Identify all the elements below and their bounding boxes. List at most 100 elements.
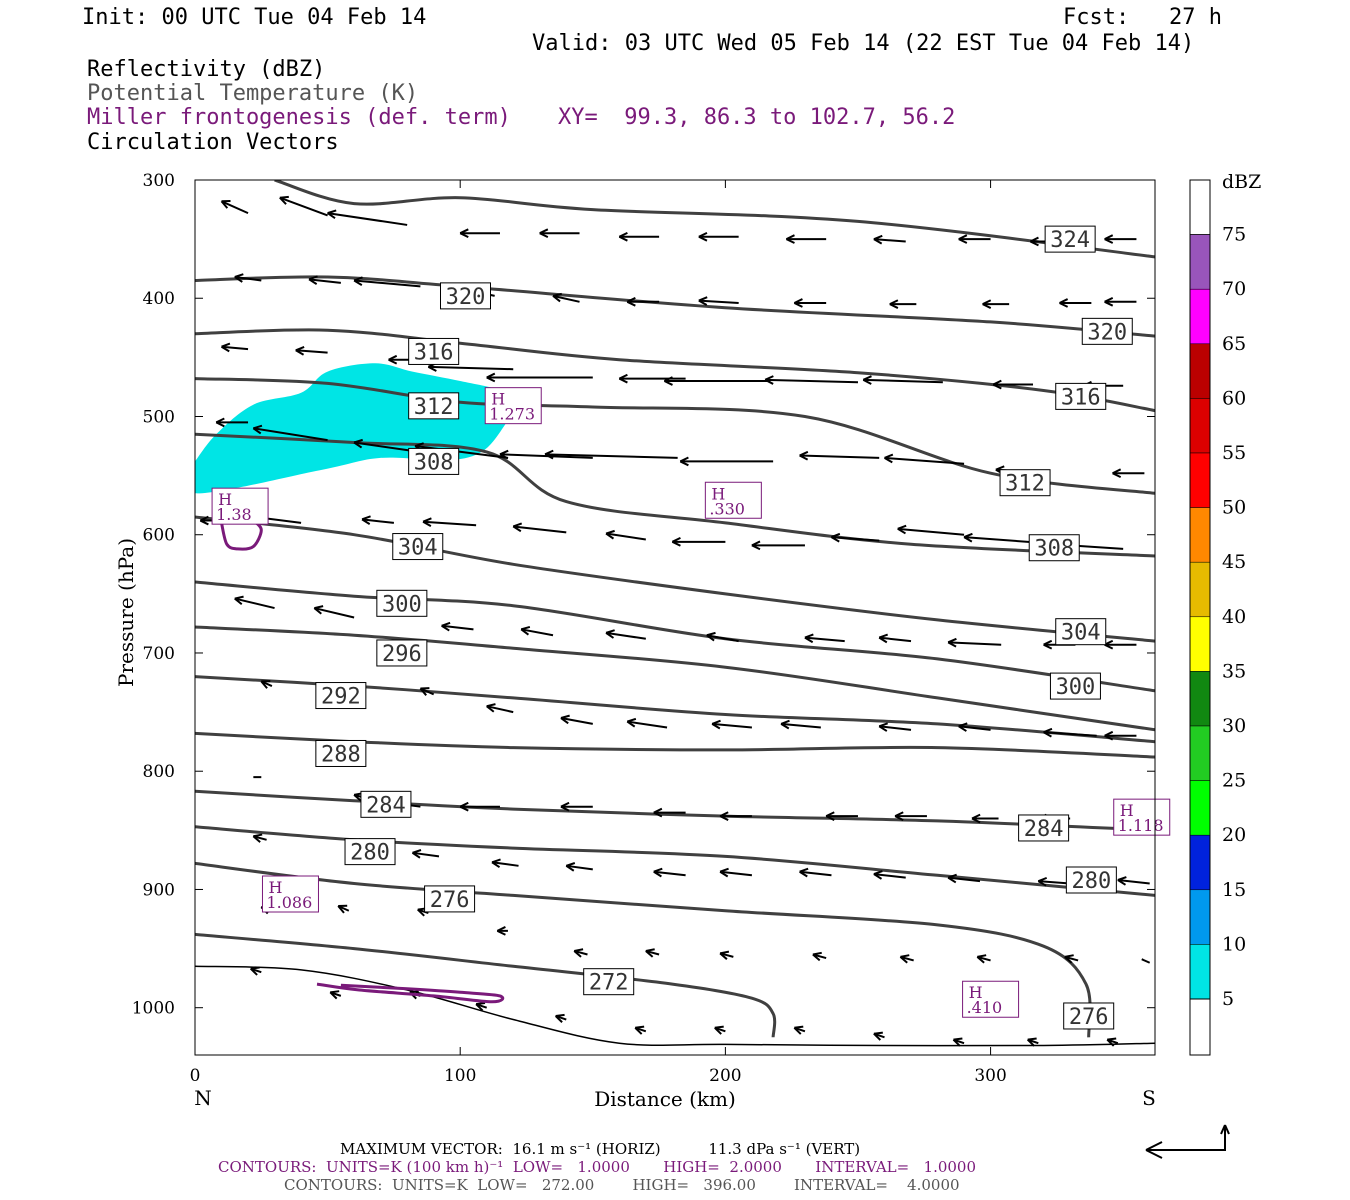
circulation-vector <box>459 228 500 239</box>
valid-time: Valid: 03 UTC Wed 05 Feb 14 (22 EST Tue … <box>532 31 1195 56</box>
theta-label-296: 296 <box>376 639 428 667</box>
circulation-vector <box>486 372 593 383</box>
colorbar-cell <box>1189 671 1211 727</box>
circulation-vector <box>308 275 341 285</box>
colorbar-cell <box>1189 889 1211 945</box>
frontogenesis-contour <box>220 519 263 551</box>
colorbar-cell <box>1189 398 1211 454</box>
circulation-vector <box>1104 234 1137 244</box>
circulation-vector <box>698 231 739 242</box>
circulation-vector <box>327 209 408 226</box>
colorbar-label: 30 <box>1222 715 1246 737</box>
theta-label-304: 304 <box>392 533 444 561</box>
circulation-vector <box>459 801 500 812</box>
theta-label-312: 312 <box>999 469 1051 497</box>
circulation-vector <box>958 234 991 244</box>
theta-contour-304 <box>195 515 1155 643</box>
circulation-vector <box>1141 958 1151 964</box>
circulation-vector <box>1027 1037 1039 1047</box>
circulation-vector <box>785 234 827 244</box>
field-frontogenesis: Miller frontogenesis (def. term) <box>87 105 511 130</box>
colorbar-cell <box>1189 834 1211 891</box>
circulation-vector <box>878 633 912 644</box>
circulation-vector <box>947 637 1002 648</box>
svg-text:308: 308 <box>414 450 454 475</box>
x-axis-title: Distance (km) <box>594 1087 736 1111</box>
theta-label-276: 276 <box>1063 1002 1115 1030</box>
theta-contour-280 <box>195 825 1155 897</box>
circulation-vector <box>295 346 328 356</box>
colorbar-cell <box>1189 725 1211 781</box>
circulation-vector <box>329 990 342 1000</box>
circulation-vector <box>992 379 1034 390</box>
svg-text:304: 304 <box>1061 621 1101 646</box>
theta-label-276: 276 <box>424 885 476 913</box>
colorbar-label: 70 <box>1222 278 1246 300</box>
svg-text:H: H <box>711 484 725 503</box>
svg-text:.330: .330 <box>709 499 745 518</box>
contours-theta-note: CONTOURS: UNITS=K LOW= 272.00 HIGH= 396.… <box>284 1176 960 1194</box>
circulation-vector <box>313 605 355 619</box>
svg-text:316: 316 <box>1061 385 1101 410</box>
circulation-vector <box>812 951 827 962</box>
colorbar-label: 75 <box>1222 224 1246 246</box>
colorbar-cell <box>1189 288 1211 345</box>
colorbar-label: 45 <box>1222 551 1246 573</box>
colorbar-cell <box>1189 179 1211 236</box>
svg-text:280: 280 <box>350 841 390 866</box>
circulation-vector <box>353 276 421 288</box>
x-tick-label: 0 <box>190 1066 201 1086</box>
circulation-vector <box>565 862 593 872</box>
x-tick-label: 200 <box>709 1066 741 1086</box>
colorbar-cell <box>1189 507 1211 563</box>
south-label: S <box>1142 1086 1156 1110</box>
forecast-hour: Fcst: 27 h <box>1063 5 1222 30</box>
circulation-vector <box>279 195 328 217</box>
circulation-vector <box>234 595 275 610</box>
circulation-vector <box>520 625 554 637</box>
plot-frame <box>194 179 1156 1056</box>
circulation-vector <box>626 296 660 307</box>
circulation-vector <box>234 273 262 283</box>
circulation-vector <box>671 537 726 547</box>
circulation-vector <box>249 966 262 976</box>
x-tick-label: 300 <box>974 1066 1006 1086</box>
circulation-vector <box>554 1013 567 1023</box>
svg-text:320: 320 <box>1087 320 1127 345</box>
svg-text:1.273: 1.273 <box>489 405 535 424</box>
circulation-vector <box>645 948 660 958</box>
cross-section-endpoints: XY= 99.3, 86.3 to 102.7, 56.2 <box>558 105 956 130</box>
max-vector-note: MAXIMUM VECTOR: 16.1 m s⁻¹ (HORIZ) 11.3 … <box>340 1140 861 1158</box>
circulation-vector <box>653 807 686 818</box>
colorbar-cell <box>1189 616 1211 672</box>
circulation-vector <box>221 342 249 353</box>
svg-text:300: 300 <box>1056 675 1096 700</box>
circulation-vector <box>1037 876 1071 887</box>
svg-text:284: 284 <box>366 793 406 818</box>
theta-label-300: 300 <box>376 589 428 617</box>
svg-text:272: 272 <box>589 971 629 996</box>
circulation-vector <box>873 1031 885 1041</box>
circulation-vector <box>719 867 753 878</box>
circulation-vector <box>552 292 580 303</box>
circulation-vector <box>706 631 739 643</box>
circulation-vector <box>1112 468 1145 479</box>
svg-text:324: 324 <box>1050 228 1090 253</box>
circulation-vector <box>1104 296 1137 307</box>
svg-text:300: 300 <box>382 592 422 617</box>
circulation-vector <box>780 719 821 730</box>
theta-contour-316 <box>195 328 1155 413</box>
frontogenesis-max: H1.38 <box>211 487 269 525</box>
theta-label-320: 320 <box>1081 317 1133 345</box>
y-tick-label: 500 <box>143 407 175 427</box>
theta-label-280: 280 <box>1065 866 1117 894</box>
circulation-vector <box>560 714 593 725</box>
svg-text:296: 296 <box>382 642 422 667</box>
reference-vector-icon <box>1145 1124 1230 1159</box>
svg-text:284: 284 <box>1024 817 1064 842</box>
circulation-vector <box>220 200 249 215</box>
svg-text:280: 280 <box>1071 869 1111 894</box>
circulation-vector <box>714 1025 726 1035</box>
circulation-vector <box>884 453 965 465</box>
circulation-vector <box>1059 298 1092 308</box>
